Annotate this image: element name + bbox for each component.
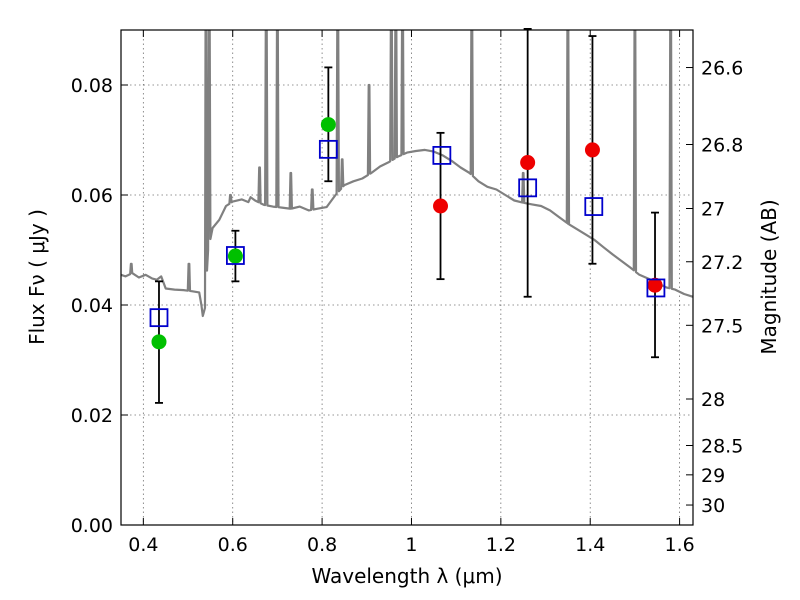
magnitude-tick-label: 27.2 xyxy=(701,252,743,274)
model-flux-marker xyxy=(518,178,538,198)
photometry-point xyxy=(227,248,243,264)
magnitude-axis-title: Magnitude (AB) xyxy=(757,199,781,354)
model-flux-marker xyxy=(646,278,666,298)
x-tick-label: 0.6 xyxy=(218,534,248,556)
magnitude-tick-label: 28 xyxy=(701,389,725,411)
x-axis-title: Wavelength λ (μm) xyxy=(311,564,502,588)
y-axis-ticks: 0.00 0.02 0.04 0.06 0.08 xyxy=(71,75,128,537)
model-flux-marker xyxy=(149,308,169,328)
photometry-point xyxy=(647,277,663,293)
x-tick-label: 1 xyxy=(405,534,417,556)
y-tick-label: 0.06 xyxy=(71,185,113,207)
magnitude-tick-label: 26.6 xyxy=(701,58,743,80)
x-tick-label: 1.2 xyxy=(486,534,516,556)
plot-frame xyxy=(120,29,694,526)
y-tick-label: 0.04 xyxy=(71,295,113,317)
data-markers xyxy=(149,117,666,350)
photometry-point xyxy=(433,198,449,214)
y-axis-title: Flux Fν ( μJy ) xyxy=(25,209,49,345)
plot-background xyxy=(121,30,693,525)
y-tick-label: 0.08 xyxy=(71,75,113,97)
model-flux-marker xyxy=(318,139,338,159)
magnitude-tick-label: 27.5 xyxy=(701,315,743,337)
magnitude-tick-label: 30 xyxy=(701,495,725,517)
model-flux-marker xyxy=(225,246,245,265)
model-flux-marker xyxy=(432,145,452,165)
magnitude-tick-label: 27 xyxy=(701,199,725,221)
x-tick-label: 0.8 xyxy=(307,534,337,556)
photometry-point xyxy=(320,117,336,133)
photometry-point xyxy=(584,142,600,158)
model-flux-marker xyxy=(584,197,604,216)
x-tick-label: 1.4 xyxy=(575,534,605,556)
x-tick-label: 0.4 xyxy=(128,534,158,556)
y-tick-label: 0.02 xyxy=(71,405,113,427)
x-axis-ticks: 0.4 0.6 0.8 1 1.2 1.4 1.6 xyxy=(128,30,695,556)
x-tick-label: 1.6 xyxy=(664,534,694,556)
magnitude-tick-label: 29 xyxy=(701,465,725,487)
sed-model-line xyxy=(121,30,693,318)
sed-curve xyxy=(121,30,693,318)
photometry-point xyxy=(151,334,167,350)
magnitude-tick-label: 28.5 xyxy=(701,436,743,458)
y-tick-label: 0.00 xyxy=(71,515,113,537)
photometry-point xyxy=(520,155,536,171)
magnitude-tick-label: 26.8 xyxy=(701,134,743,156)
magnitude-axis-ticks: 26.6 26.8 27 27.2 27.5 28 28.5 29 30 xyxy=(686,58,743,517)
